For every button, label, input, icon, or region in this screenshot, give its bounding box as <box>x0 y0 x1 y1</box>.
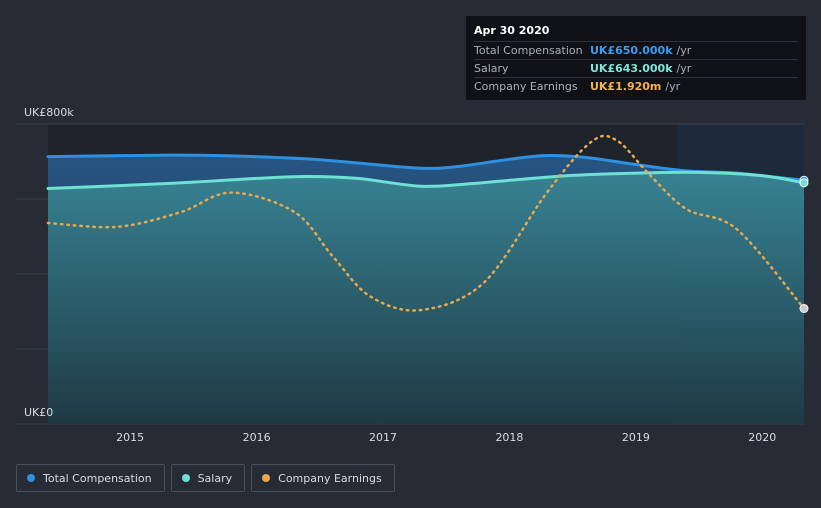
legend-dot-icon <box>181 474 190 482</box>
company-earnings-line <box>46 134 806 312</box>
legend-label: Salary <box>197 471 233 485</box>
x-tick-label: 2017 <box>369 431 397 444</box>
tooltip-value: UK£643.000k <box>590 62 673 75</box>
x-tick-label: 2020 <box>748 431 776 444</box>
chart-tooltip: Apr 30 2020 Total Compensation UK£650.00… <box>466 16 806 100</box>
salary-line <box>46 170 806 190</box>
salary-endpoint <box>799 178 809 188</box>
legend-label: Total Compensation <box>43 471 152 485</box>
total-compensation-line <box>46 153 806 182</box>
tooltip-unit: /yr <box>676 62 692 75</box>
legend-item-total-compensation[interactable]: Total Compensation <box>16 464 165 492</box>
tooltip-row-salary: Salary UK£643.000k /yr <box>474 59 798 77</box>
y-tick-label: UK£800k <box>24 106 74 119</box>
tooltip-row-total-compensation: Total Compensation UK£650.000k /yr <box>474 41 798 59</box>
legend-item-company-earnings[interactable]: Company Earnings <box>251 464 395 492</box>
tooltip-label: Company Earnings <box>474 80 578 93</box>
tooltip-value: UK£650.000k <box>590 44 673 57</box>
x-tick-label: 2018 <box>495 431 523 444</box>
legend-label: Company Earnings <box>278 471 382 485</box>
salary-area <box>48 172 804 424</box>
tooltip-row-company-earnings: Company Earnings UK£1.920m /yr <box>474 77 798 95</box>
legend-dot-icon <box>27 474 35 482</box>
legend-dot-icon <box>262 474 271 482</box>
x-tick-label: 2015 <box>116 431 144 444</box>
legend-item-salary[interactable]: Salary <box>170 464 246 492</box>
tooltip-unit: /yr <box>665 80 681 93</box>
tooltip-label: Salary <box>474 62 509 75</box>
chart-legend: Total Compensation Salary Company Earnin… <box>16 464 395 492</box>
tooltip-date: Apr 30 2020 <box>474 24 550 37</box>
tooltip-label: Total Compensation <box>474 44 583 57</box>
company-earnings-endpoint <box>799 304 809 313</box>
tooltip-value: UK£1.920m <box>590 80 662 93</box>
x-tick-label: 2016 <box>243 431 271 444</box>
y-tick-label: UK£0 <box>24 406 53 419</box>
tooltip-unit: /yr <box>676 44 692 57</box>
x-tick-label: 2019 <box>622 431 650 444</box>
